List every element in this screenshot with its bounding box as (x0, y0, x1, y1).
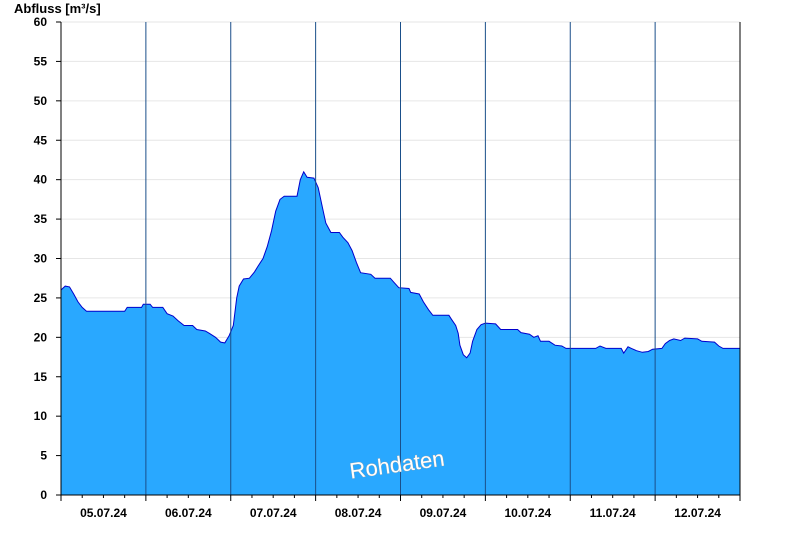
day-dividers (145, 22, 656, 495)
discharge-line (60, 170, 740, 359)
x-tick-label: 12.07.24 (674, 506, 721, 520)
x-tick-label: 08.07.24 (335, 506, 382, 520)
y-axis-label: Abfluss [m³/s] (14, 1, 101, 16)
y-tick-labels: 0 5 10 15 20 25 30 35 40 45 50 55 60 (34, 15, 61, 502)
y-tick-label: 45 (34, 133, 48, 147)
y-tick-label: 20 (34, 330, 48, 344)
y-tick-label: 60 (34, 15, 48, 29)
y-tick-label: 55 (34, 54, 48, 68)
x-tick-label: 05.07.24 (80, 506, 127, 520)
y-tick-label: 40 (34, 173, 48, 187)
y-tick-label: 35 (34, 212, 48, 226)
y-tick-label: 10 (34, 409, 48, 423)
x-tick-label: 06.07.24 (165, 506, 212, 520)
x-tick-labels: 05.07.24 06.07.24 07.07.24 08.07.24 09.07.24… (80, 506, 721, 520)
y-tick-label: 5 (40, 449, 47, 463)
y-tick-label: 50 (34, 94, 48, 108)
y-tick-label: 25 (34, 291, 48, 305)
x-tick-label: 11.07.24 (590, 506, 636, 520)
y-tick-label: 15 (34, 370, 48, 384)
x-tick-label: 07.07.24 (250, 506, 297, 520)
y-tick-label: 30 (34, 252, 48, 266)
y-tick-label: 0 (40, 488, 47, 502)
x-tick-label: 09.07.24 (420, 506, 467, 520)
x-tick-label: 10.07.24 (504, 506, 551, 520)
